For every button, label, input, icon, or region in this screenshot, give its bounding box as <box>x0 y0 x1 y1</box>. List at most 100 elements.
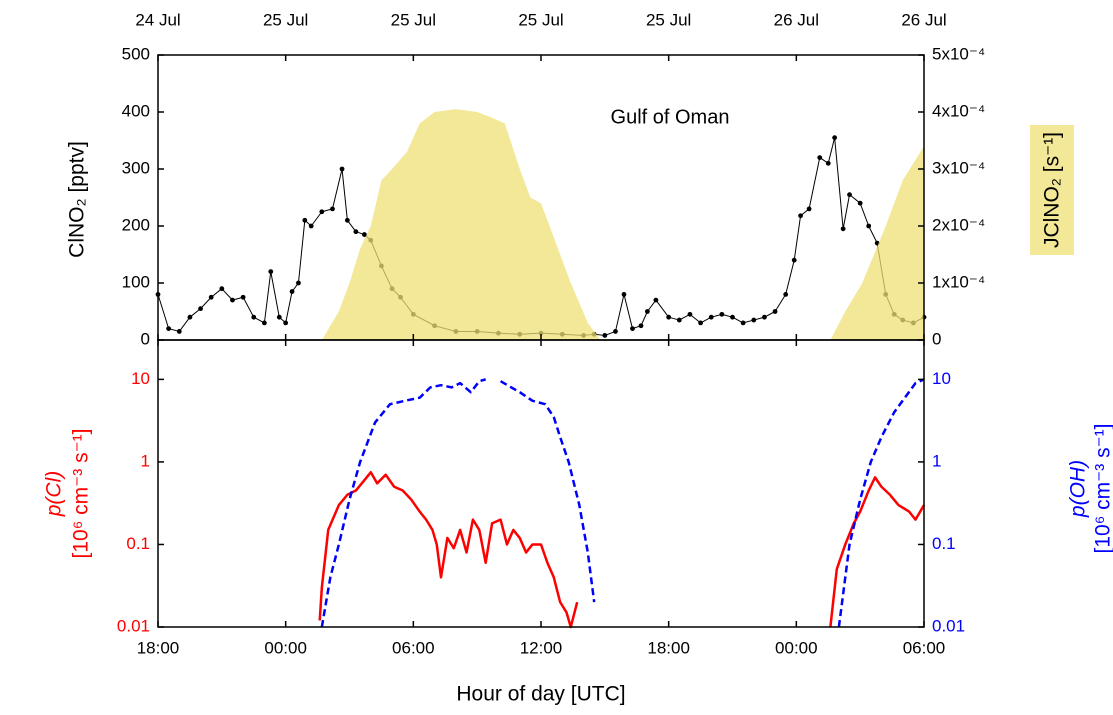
marker <box>740 320 746 326</box>
line <box>829 476 926 628</box>
y-tick-label: 10 <box>932 369 951 388</box>
marker <box>308 223 314 229</box>
area <box>321 109 601 341</box>
y-tick-label: 0.1 <box>932 534 956 553</box>
marker <box>730 314 735 320</box>
line <box>318 470 579 629</box>
x-tick-label: 00:00 <box>264 638 307 657</box>
marker <box>866 223 872 229</box>
y-tick-label: 1x10⁻⁴ <box>932 272 985 291</box>
marker <box>630 326 635 331</box>
marker <box>302 217 308 223</box>
marker <box>832 135 838 141</box>
y-axis-title: ClNO₂ [pptv] <box>66 141 89 258</box>
marker <box>330 206 335 212</box>
marker <box>847 192 852 198</box>
marker <box>653 297 659 303</box>
marker <box>687 311 693 317</box>
marker <box>198 306 203 312</box>
y2-axis-title-box <box>1030 125 1074 255</box>
x-tick-label: 25 Jul <box>391 10 436 29</box>
marker <box>602 333 608 338</box>
x-tick-label: 25 Jul <box>263 10 308 29</box>
y-tick-label: 4x10⁻⁴ <box>932 101 985 120</box>
marker <box>719 311 725 317</box>
marker <box>817 155 823 161</box>
marker <box>638 323 644 329</box>
marker <box>666 314 672 320</box>
y-tick-label: 0.01 <box>932 616 965 635</box>
marker <box>708 314 714 320</box>
x-tick-label: 18:00 <box>137 638 180 657</box>
marker <box>751 317 757 323</box>
marker <box>791 257 797 263</box>
y-tick-label: 500 <box>122 44 150 63</box>
marker <box>698 320 703 326</box>
x-tick-label: 00:00 <box>775 638 818 657</box>
marker <box>361 232 367 237</box>
marker <box>840 226 846 232</box>
marker <box>857 200 863 206</box>
marker <box>208 294 214 300</box>
marker <box>230 297 235 303</box>
y-tick-label: 0 <box>932 329 941 348</box>
marker <box>166 326 172 331</box>
y2-axis-title: JClNO₂ [s⁻¹] <box>1041 132 1064 248</box>
marker <box>240 294 246 300</box>
y-axis-title: p(Cl) <box>43 471 66 518</box>
marker <box>339 166 345 172</box>
x-tick-label: 25 Jul <box>518 10 563 29</box>
line <box>320 378 487 628</box>
marker <box>261 320 267 326</box>
marker <box>613 329 618 334</box>
x-tick-label: 12:00 <box>520 638 563 657</box>
y2-axis-title: p(OH) <box>1067 460 1090 518</box>
y-tick-label: 5x10⁻⁴ <box>932 44 985 63</box>
y-axis-title: [10⁶ cm⁻³ s⁻¹] <box>70 429 93 559</box>
y2-axis-title: [10⁶ cm⁻³ s⁻¹] <box>1092 424 1113 554</box>
x-tick-label: 26 Jul <box>774 10 819 29</box>
line <box>499 380 596 603</box>
marker <box>825 160 831 166</box>
y-tick-label: 400 <box>122 101 150 120</box>
marker <box>296 280 301 286</box>
y-tick-label: 1 <box>932 451 941 470</box>
marker <box>806 206 812 212</box>
x-tick-label: 25 Jul <box>646 10 691 29</box>
marker <box>289 289 295 294</box>
marker <box>644 309 650 314</box>
marker <box>176 329 182 334</box>
marker <box>187 314 193 320</box>
marker <box>268 269 274 274</box>
line <box>837 378 925 628</box>
area <box>830 146 924 340</box>
y-tick-label: 10 <box>131 369 150 388</box>
x-tick-label: 18:00 <box>647 638 690 657</box>
y-tick-label: 0.01 <box>117 616 150 635</box>
marker <box>762 314 767 320</box>
y-tick-label: 200 <box>122 215 150 234</box>
marker <box>772 309 778 314</box>
y-tick-label: 2x10⁻⁴ <box>932 215 985 234</box>
marker <box>251 314 257 320</box>
marker <box>219 286 225 292</box>
x-tick-label: 06:00 <box>903 638 946 657</box>
marker <box>353 229 359 235</box>
x-tick-label: 24 Jul <box>135 10 180 29</box>
y-tick-label: 0.1 <box>126 534 150 553</box>
y-tick-label: 300 <box>122 158 150 177</box>
marker <box>344 217 350 223</box>
marker <box>676 317 682 323</box>
marker <box>621 292 627 297</box>
x-tick-label: 26 Jul <box>901 10 946 29</box>
y-tick-label: 3x10⁻⁴ <box>932 158 985 177</box>
marker <box>319 209 325 215</box>
y-tick-label: 100 <box>122 272 150 291</box>
annotation: Gulf of Oman <box>611 106 730 128</box>
y-tick-label: 0 <box>141 329 150 348</box>
marker <box>276 314 282 320</box>
x-axis-title: Hour of day [UTC] <box>456 683 625 706</box>
marker <box>798 213 803 219</box>
